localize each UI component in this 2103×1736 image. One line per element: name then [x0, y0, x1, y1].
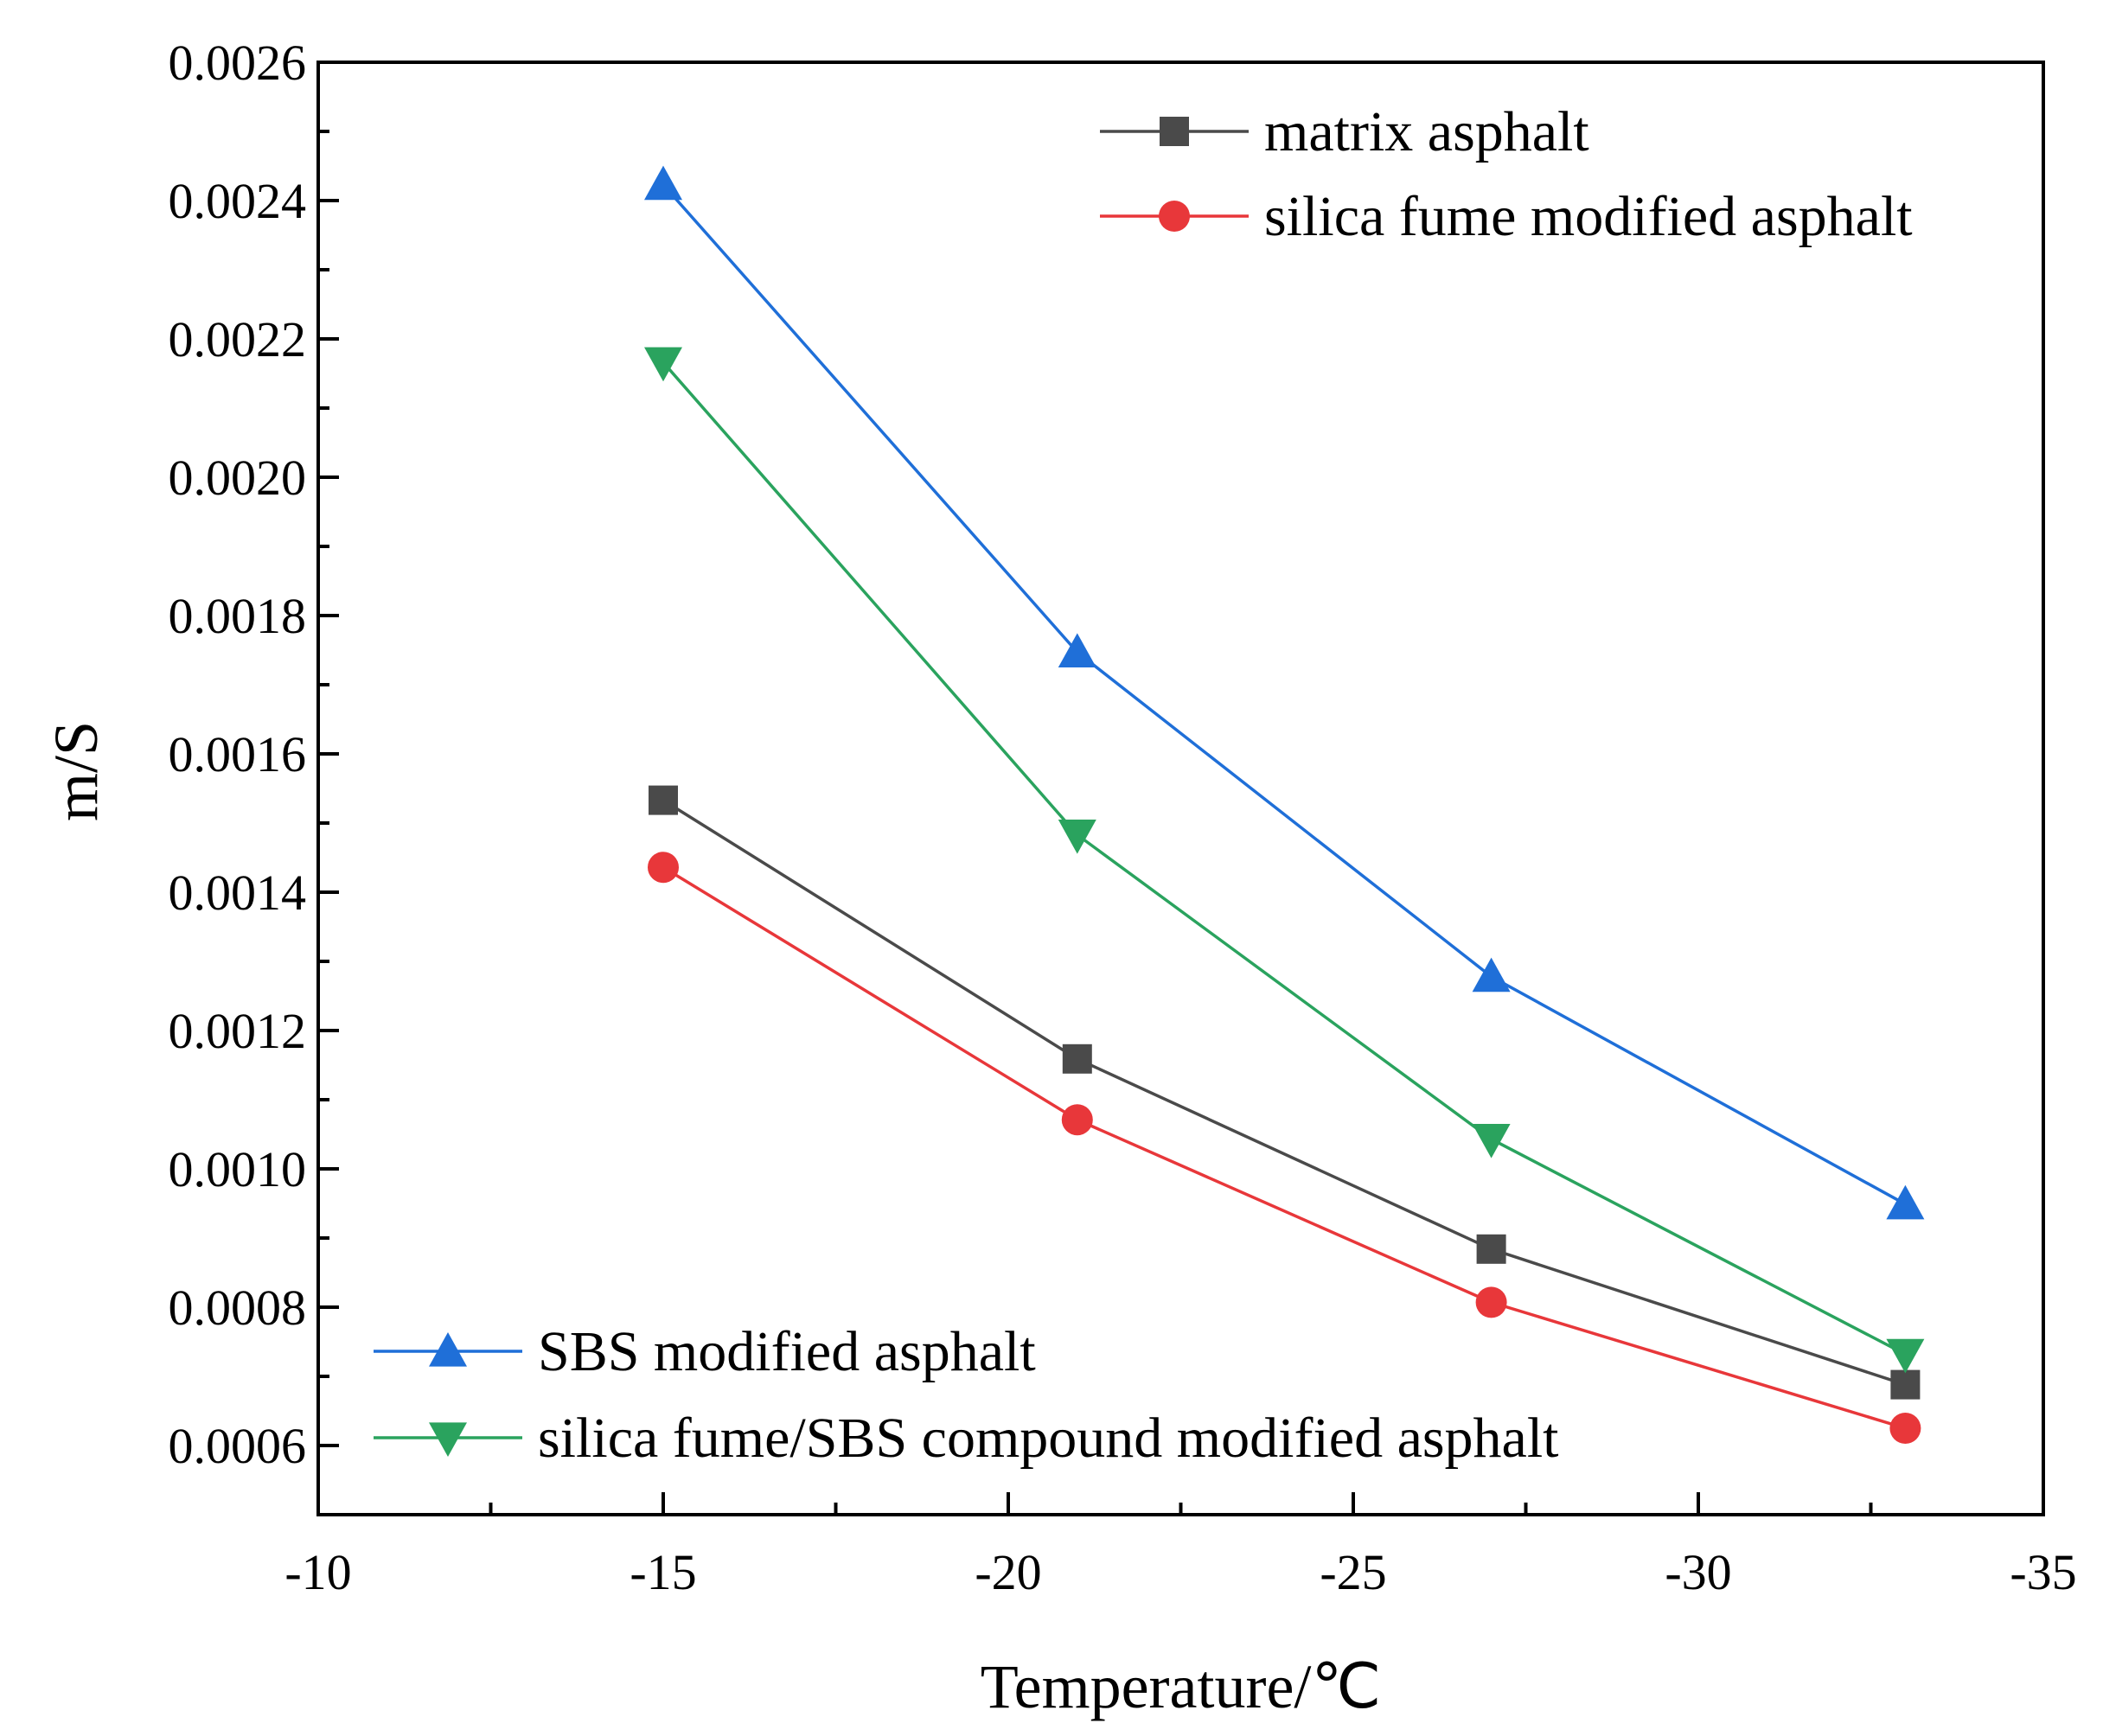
y-tick-label: 0.0022	[169, 311, 307, 367]
x-tick-label: -10	[284, 1544, 351, 1600]
legend-label: silica fume/SBS compound modified asphal…	[538, 1407, 1559, 1470]
series-line	[662, 183, 1907, 1206]
series-3	[644, 347, 1925, 1374]
legend-item: matrix asphalt	[1100, 100, 1589, 163]
x-tick-label: -35	[2010, 1544, 2076, 1600]
data-point	[1886, 1184, 1925, 1220]
legend-label: silica fume modified asphalt	[1264, 185, 1913, 248]
legend-item: silica fume modified asphalt	[1100, 185, 1913, 248]
series-0	[649, 785, 1921, 1400]
y-tick-label: 0.0008	[169, 1280, 307, 1336]
ticks-layer: -10 -15 -20 -25 -30 -35 0.0006 0.0008 0.0010 0.00…	[169, 35, 2077, 1600]
data-point	[1889, 1413, 1921, 1444]
series-line	[662, 865, 1906, 1430]
y-axis-title: m/S	[42, 721, 111, 821]
legend-marker	[1160, 117, 1189, 146]
data-point	[1476, 1234, 1506, 1264]
series-2	[644, 165, 1925, 1220]
x-tick-label: -20	[975, 1544, 1041, 1600]
legend-top-right: matrix asphalt silica fume modified aspha…	[1100, 100, 1913, 248]
legend-bottom-left: SBS modified asphalt silica fume/SBS comp…	[374, 1320, 1559, 1470]
x-tick-label: -30	[1665, 1544, 1731, 1600]
x-tick-label: -25	[1320, 1544, 1386, 1600]
y-tick-label: 0.0006	[169, 1418, 307, 1474]
x-axis-title: Temperature/℃	[981, 1652, 1382, 1721]
data-point	[644, 165, 682, 201]
y-tick-label: 0.0020	[169, 450, 307, 506]
legend-item: silica fume/SBS compound modified asphal…	[374, 1407, 1559, 1470]
data-point	[1058, 820, 1096, 854]
legend-label: SBS modified asphalt	[538, 1320, 1036, 1383]
legend-marker	[429, 1422, 467, 1457]
y-tick-label: 0.0014	[169, 865, 307, 921]
data-point	[649, 785, 678, 815]
y-tick-label: 0.0010	[169, 1141, 307, 1197]
data-point	[1472, 1124, 1511, 1158]
y-tick-label: 0.0012	[169, 1003, 307, 1059]
y-tick-label: 0.0016	[169, 726, 307, 782]
data-point	[1058, 633, 1096, 667]
y-tick-label: 0.0026	[169, 35, 307, 91]
series-layer	[644, 165, 1925, 1444]
legend-marker	[429, 1332, 467, 1367]
x-tick-label: -15	[630, 1544, 696, 1600]
legend-item: SBS modified asphalt	[374, 1320, 1036, 1383]
legend-marker	[1159, 201, 1190, 232]
plot-frame	[316, 61, 2045, 1516]
data-point	[644, 347, 682, 382]
y-tick-label: 0.0018	[169, 588, 307, 644]
data-point	[1886, 1338, 1925, 1374]
data-point	[1472, 957, 1511, 992]
series-line	[662, 799, 1906, 1387]
data-point	[1890, 1369, 1921, 1400]
y-tick-label: 0.0024	[169, 173, 307, 229]
data-point	[1061, 1104, 1093, 1136]
series-1	[648, 852, 1921, 1444]
legend-layer: matrix asphalt silica fume modified aspha…	[374, 100, 1913, 1470]
legend-label: matrix asphalt	[1264, 100, 1589, 163]
data-point	[1062, 1044, 1092, 1074]
data-point	[1475, 1286, 1507, 1318]
series-line	[662, 361, 1907, 1356]
data-point	[648, 852, 679, 884]
